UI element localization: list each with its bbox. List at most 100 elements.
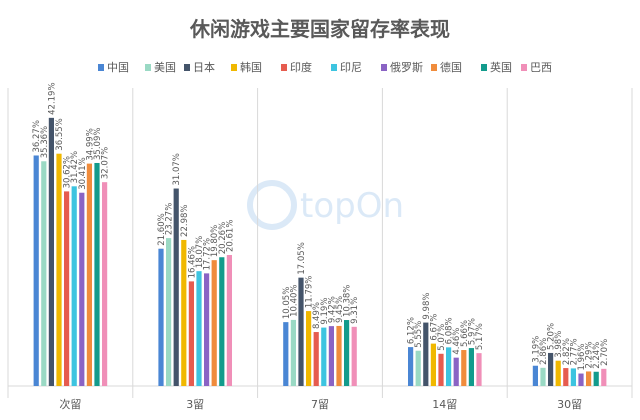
category-label-3: 14留 (432, 398, 457, 411)
data-label-0-3: 6.12% (407, 317, 417, 344)
category-label-2: 7留 (311, 398, 329, 411)
bar-8-1 (219, 257, 225, 386)
bar-3-4 (555, 360, 561, 386)
data-label-6-3: 4.46% (452, 328, 462, 355)
data-label-2-3: 9.98% (422, 293, 432, 320)
legend-label-5: 印尼 (340, 61, 362, 74)
bar-5-2 (321, 327, 327, 386)
data-label-4-0: 30.62% (63, 156, 73, 188)
data-label-3-4: 3.98% (554, 331, 564, 358)
legend-label-1: 美国 (154, 61, 176, 74)
data-label-5-3: 6.08% (445, 317, 455, 344)
data-label-0-1: 21.60% (157, 213, 167, 245)
data-label-7-3: 5.66% (460, 320, 470, 347)
bar-8-2 (344, 320, 350, 386)
bar-9-2 (351, 326, 357, 386)
bar-6-2 (328, 326, 334, 386)
data-label-6-1: 17.72% (203, 238, 213, 270)
bar-6-0 (79, 192, 85, 386)
bar-0-4 (532, 365, 538, 386)
legend-swatch-6 (381, 64, 387, 71)
data-label-1-4: 2.86% (539, 338, 549, 365)
legend-swatch-4 (281, 64, 287, 71)
legend-label-4: 印度 (290, 60, 312, 74)
data-label-3-2: 11.79% (305, 276, 315, 308)
bar-9-0 (102, 182, 108, 386)
bar-3-1 (181, 239, 187, 386)
legend-label-3: 韩国 (240, 60, 262, 74)
data-label-4-1: 16.46% (187, 246, 197, 278)
data-label-6-2: 9.42% (327, 296, 337, 323)
data-label-0-4: 3.19% (531, 336, 541, 363)
data-label-7-0: 34.99% (85, 128, 95, 160)
bar-9-4 (601, 368, 607, 386)
bar-0-0 (33, 155, 39, 386)
data-label-5-1: 18.07% (195, 236, 205, 268)
chart-title: 休闲游戏主要国家留存率表现 (189, 17, 450, 41)
legend-label-9: 巴西 (530, 61, 552, 74)
category-label-1: 3留 (186, 398, 204, 411)
bar-1-2 (290, 319, 296, 386)
bar-5-3 (446, 347, 452, 386)
watermark-text: topOn (300, 186, 404, 226)
category-label-4: 30留 (557, 398, 582, 411)
watermark: topOn (247, 180, 404, 230)
data-label-7-2: 9.45% (335, 296, 345, 323)
bar-5-4 (570, 368, 576, 386)
data-label-3-0: 36.55% (55, 118, 65, 150)
data-label-3-1: 22.98% (180, 205, 190, 237)
bar-8-4 (593, 371, 599, 386)
bar-8-3 (468, 348, 474, 386)
data-label-0-0: 36.27% (32, 120, 42, 152)
legend-swatch-2 (184, 64, 190, 71)
data-label-1-1: 23.27% (165, 203, 175, 235)
data-label-4-2: 8.49% (312, 302, 322, 329)
bar-2-4 (548, 352, 554, 386)
bar-4-3 (438, 353, 444, 386)
bar-6-4 (578, 373, 584, 386)
bar-9-1 (226, 255, 232, 386)
legend-label-7: 德国 (440, 60, 462, 74)
bar-7-4 (586, 371, 592, 386)
data-label-5-4: 2.77% (569, 338, 579, 365)
data-label-2-1: 31.07% (172, 153, 182, 185)
data-label-1-2: 10.40% (289, 284, 299, 316)
bar-7-2 (336, 325, 342, 386)
bar-6-3 (453, 357, 459, 386)
data-label-1-3: 5.55% (414, 321, 424, 348)
bar-9-3 (476, 353, 482, 386)
legend-swatch-9 (521, 64, 527, 71)
bar-7-1 (211, 260, 217, 386)
bar-1-4 (540, 367, 546, 386)
data-label-5-2: 9.19% (320, 298, 330, 325)
legend-label-6: 俄罗斯 (390, 61, 423, 74)
data-label-8-2: 10.38% (343, 285, 353, 317)
bar-0-2 (283, 322, 289, 386)
data-label-2-0: 42.19% (47, 82, 57, 114)
data-label-6-0: 30.41% (78, 157, 88, 189)
legend-swatch-8 (481, 64, 487, 71)
bar-5-1 (196, 271, 202, 386)
legend-swatch-7 (431, 64, 437, 71)
bar-4-2 (313, 332, 319, 386)
category-label-0: 次留 (59, 397, 81, 411)
bar-7-0 (86, 163, 92, 386)
data-label-9-0: 32.07% (101, 147, 111, 179)
bar-7-3 (461, 350, 467, 386)
data-label-8-3: 5.97% (467, 318, 477, 345)
data-label-6-4: 1.96% (577, 344, 587, 371)
bar-2-0 (48, 117, 54, 387)
data-label-8-4: 2.24% (592, 342, 602, 369)
plot-area: 36.27%35.36% 42.19% 36.55% 30.62%31.42%30.4… (7, 82, 633, 411)
bar-3-3 (430, 343, 436, 386)
legend-swatch-0 (98, 64, 104, 71)
bar-0-3 (408, 347, 414, 386)
bar-2-2 (298, 277, 304, 386)
data-label-0-2: 10.05% (282, 287, 292, 319)
bar-2-1 (173, 188, 179, 386)
data-label-2-4: 5.20% (547, 323, 557, 350)
bar-1-1 (166, 238, 172, 386)
data-label-7-1: 19.80% (210, 225, 220, 257)
bar-4-4 (563, 368, 569, 386)
